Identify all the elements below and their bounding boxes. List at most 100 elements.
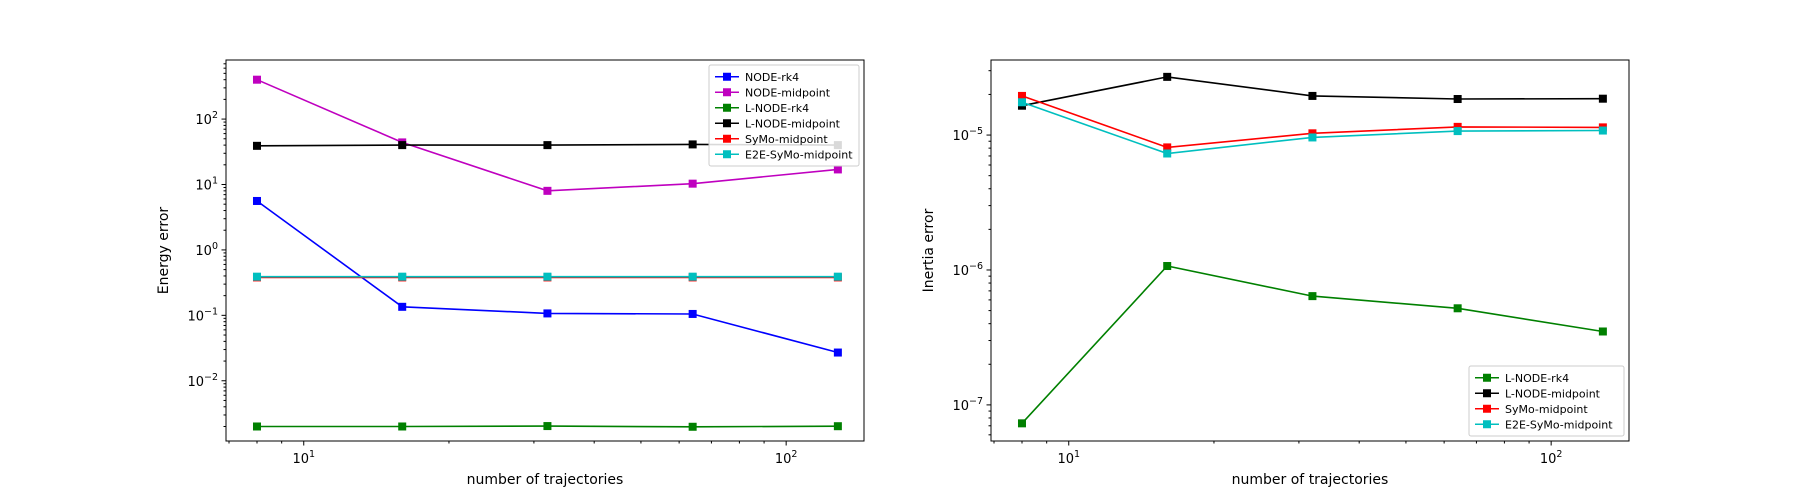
legend-swatch-marker (723, 72, 731, 81)
legend-label: E2E-SyMo-midpoint (745, 148, 853, 161)
data-point (252, 141, 261, 150)
legend-label: L-NODE-rk4 (745, 102, 809, 115)
y-axis-label: Inertia error (921, 208, 937, 292)
legend-swatch-marker (723, 119, 731, 128)
x-tick-label: 101 (292, 449, 315, 467)
data-point (1308, 91, 1317, 100)
legend-label: SyMo-midpoint (1505, 403, 1588, 416)
data-point (1453, 127, 1462, 136)
data-point (398, 422, 407, 431)
data-point (688, 179, 697, 188)
legend-label: SyMo-midpoint (745, 133, 828, 146)
series-e2e-symo-midpoint (252, 272, 842, 281)
legend-swatch-marker (723, 134, 731, 143)
y-tick-label: 10−2 (187, 372, 218, 390)
data-point (252, 196, 261, 205)
data-point (1163, 72, 1172, 81)
legend-item: L-NODE-midpoint (715, 117, 841, 130)
y-axis-label: Energy error (156, 207, 172, 295)
data-point (1163, 149, 1172, 158)
y-tick-label: 10−6 (952, 261, 983, 279)
legend-swatch-marker (1483, 420, 1491, 429)
data-point (688, 140, 697, 149)
legend-swatch-marker (1483, 373, 1491, 382)
data-point (543, 186, 552, 195)
y-tick-label: 10−1 (187, 306, 218, 324)
x-tick-label: 102 (775, 449, 798, 467)
legend-item: SyMo-midpoint (1475, 403, 1588, 416)
data-point (833, 165, 842, 174)
legend-item: L-NODE-rk4 (1475, 372, 1569, 385)
data-point (1453, 304, 1462, 313)
legend-item: E2E-SyMo-midpoint (715, 148, 853, 161)
data-point (1308, 292, 1317, 301)
legend-label: NODE-midpoint (745, 86, 831, 99)
y-tick-label: 100 (195, 241, 218, 259)
legend-item: NODE-midpoint (715, 86, 831, 99)
data-point (543, 272, 552, 281)
x-tick-label: 101 (1057, 449, 1080, 467)
data-point (1308, 133, 1317, 142)
data-point (1453, 122, 1462, 131)
legend-swatch-marker (1483, 389, 1491, 398)
legend-label: L-NODE-midpoint (745, 117, 841, 130)
data-point (688, 309, 697, 318)
legend-label: NODE-rk4 (745, 71, 799, 84)
legend-swatch-marker (723, 88, 731, 97)
legend-item: SyMo-midpoint (715, 133, 828, 146)
legend-item: L-NODE-rk4 (715, 102, 809, 115)
energy-error-chart: 101 102 10−2 10−1 100 101 102 number of traject… (156, 59, 865, 488)
data-point (1017, 98, 1026, 107)
legend-box (1468, 365, 1625, 437)
inertia-error-chart: 101 102 10−7 10−6 10−5 number of trajectories… (921, 59, 1630, 488)
legend-swatch-marker (723, 103, 731, 112)
legend-swatch-marker (723, 150, 731, 159)
data-point (1598, 327, 1607, 336)
y-tick-label: 102 (195, 110, 218, 128)
legend: NODE-rk4 NODE-midpoint L-NODE-rk4 L-NODE-mi… (708, 64, 860, 167)
legend: L-NODE-rk4 L-NODE-midpoint SyMo-midpoint E2… (1468, 365, 1625, 437)
data-point (252, 272, 261, 281)
plot-frame (225, 59, 865, 442)
y-tick-label: 10−5 (952, 126, 983, 144)
legend-item: NODE-rk4 (715, 71, 799, 84)
y-tick-label: 10−7 (952, 396, 983, 414)
legend-label: L-NODE-rk4 (1505, 372, 1569, 385)
series-l-node-rk4 (252, 422, 842, 431)
data-point (252, 75, 261, 84)
x-axis-label: number of trajectories (467, 472, 624, 488)
data-point (1308, 129, 1317, 138)
legend-item: E2E-SyMo-midpoint (1475, 418, 1613, 431)
data-point (543, 309, 552, 318)
legend-label: E2E-SyMo-midpoint (1505, 418, 1613, 431)
legend-box (708, 64, 860, 167)
y-tick-label: 101 (195, 176, 218, 194)
data-point (1598, 126, 1607, 135)
data-point (1598, 94, 1607, 103)
data-point (252, 422, 261, 431)
data-point (1453, 95, 1462, 104)
data-point (1163, 262, 1172, 271)
data-point (1163, 143, 1172, 152)
data-point (1017, 419, 1026, 428)
data-point (688, 422, 697, 431)
x-axis-label: number of trajectories (1232, 472, 1389, 488)
data-point (833, 272, 842, 281)
plot-frame (990, 59, 1630, 442)
legend-item: L-NODE-midpoint (1475, 387, 1601, 400)
x-tick-label: 102 (1540, 449, 1563, 467)
data-point (688, 272, 697, 281)
data-point (398, 141, 407, 150)
data-point (543, 141, 552, 150)
legend-label: L-NODE-midpoint (1505, 387, 1601, 400)
series-l-node-rk4 (1017, 262, 1607, 428)
series-e2e-symo-midpoint (1017, 98, 1607, 158)
series-node-rk4 (252, 196, 842, 357)
data-point (543, 422, 552, 431)
data-point (833, 348, 842, 357)
data-point (398, 272, 407, 281)
data-point (1017, 91, 1026, 100)
data-point (398, 302, 407, 311)
data-point (833, 422, 842, 431)
